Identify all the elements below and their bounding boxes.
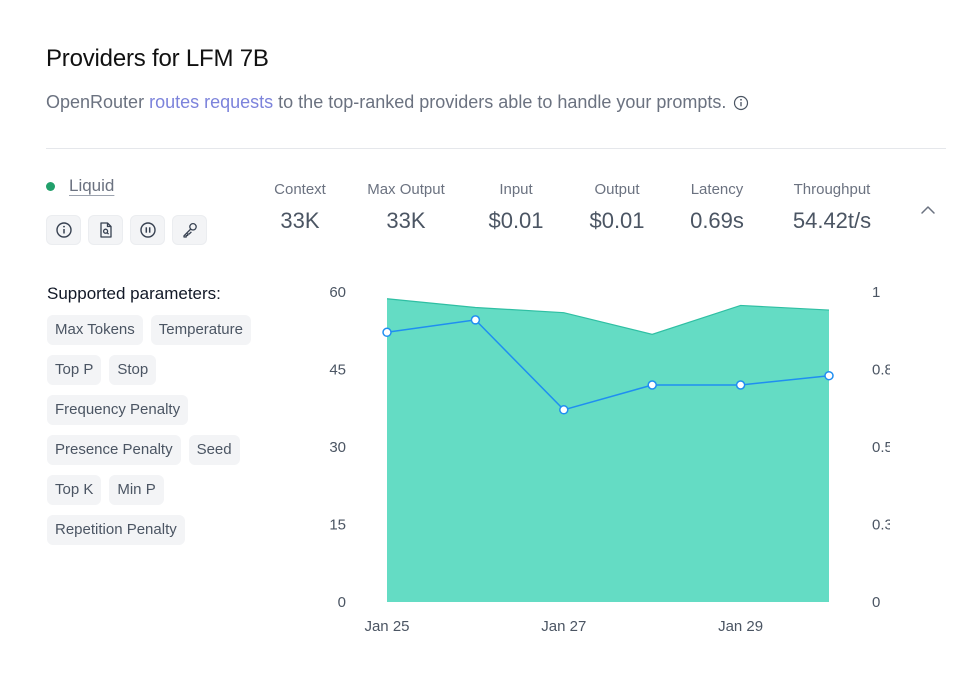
area-series-edge <box>386 298 830 335</box>
line-point <box>559 405 569 415</box>
line-point <box>382 327 392 338</box>
stat-value: $0.01 <box>488 208 544 233</box>
stat-throughput: Throughput 54.42t/s <box>778 181 886 234</box>
info-icon[interactable] <box>733 95 749 111</box>
left-axis-tick-label: 60 <box>329 284 346 301</box>
routes-requests-link[interactable]: routes requests <box>149 92 274 112</box>
key-button[interactable] <box>172 215 207 245</box>
supported-parameters-title: Supported parameters: <box>47 284 221 303</box>
line-point <box>824 370 834 381</box>
stat-value: $0.01 <box>589 208 645 233</box>
info-button[interactable] <box>46 215 81 245</box>
parameter-tag: Presence Penalty <box>47 435 181 465</box>
left-axis-tick-label: 30 <box>329 439 346 456</box>
provider-name-link[interactable]: Liquid <box>69 176 115 195</box>
document-search-icon <box>99 222 112 238</box>
parameter-tag: Top P <box>47 355 102 385</box>
stat-label: Context <box>274 181 326 198</box>
x-axis-tick-label: Jan 27 <box>541 618 586 635</box>
stat-latency: Latency 0.69s <box>682 181 752 234</box>
right-axis-tick-label: 0.8 <box>872 362 890 379</box>
line-point <box>735 380 746 390</box>
parameter-tag: Repetition Penalty <box>47 515 185 545</box>
parameter-tag: Frequency Penalty <box>47 395 189 425</box>
stat-value: 33K <box>386 208 426 233</box>
parameter-tag: Min P <box>109 475 164 505</box>
line-series <box>386 319 830 411</box>
right-axis-tick-label: 0.3 <box>872 517 890 534</box>
left-axis-tick-label: 15 <box>329 517 346 534</box>
right-axis-tick-label: 1 <box>872 284 880 301</box>
parameter-tag: Temperature <box>150 315 251 345</box>
key-icon <box>182 222 197 238</box>
stat-label: Max Output <box>367 181 445 198</box>
page-subtitle: OpenRouter routes requests to the top-ra… <box>46 92 749 113</box>
pause-button[interactable] <box>130 215 165 245</box>
pause-icon <box>139 222 156 238</box>
line-point <box>470 315 481 325</box>
stat-value: 33K <box>280 208 320 233</box>
parameter-tag: Seed <box>188 435 240 465</box>
subtitle-prefix: OpenRouter <box>46 92 145 112</box>
subtitle-suffix: to the top-ranked providers able to hand… <box>278 92 727 112</box>
provider-header: Liquid <box>46 176 114 196</box>
chevron-up-icon[interactable] <box>919 201 937 219</box>
stat-output: Output $0.01 <box>577 181 657 234</box>
document-search-button[interactable] <box>88 215 123 245</box>
provider-icon-row <box>46 215 207 245</box>
section-divider <box>46 148 946 149</box>
right-axis-tick-label: 0.5 <box>872 439 890 456</box>
parameter-tags: Max Tokens Temperature Top P Stop Freque… <box>47 315 287 555</box>
left-axis-tick-label: 0 <box>338 594 346 611</box>
stat-context: Context 33K <box>268 181 332 234</box>
performance-chart: 0 15 30 45 60 0 0.3 0.5 0.8 1 Jan 25 Jan 27 Jan 29 <box>329 284 890 635</box>
stat-label: Output <box>594 181 640 198</box>
x-axis-tick-label: Jan 25 <box>364 618 409 635</box>
parameter-tag: Top K <box>47 475 102 505</box>
left-axis-tick-label: 45 <box>329 362 346 379</box>
right-axis-tick-label: 0 <box>872 594 880 611</box>
stat-label: Input <box>499 181 533 198</box>
line-point <box>647 380 657 390</box>
stat-label: Throughput <box>793 181 871 198</box>
stat-max-output: Max Output 33K <box>361 181 451 234</box>
parameter-tag: Stop <box>109 355 157 385</box>
info-icon <box>55 222 72 238</box>
stat-input: Input $0.01 <box>476 181 556 234</box>
parameter-tag: Max Tokens <box>47 315 143 345</box>
x-axis-tick-label: Jan 29 <box>718 618 763 635</box>
stat-label: Latency <box>690 181 744 198</box>
stat-value: 0.69s <box>690 208 744 233</box>
area-series <box>387 298 829 602</box>
status-dot <box>46 181 55 191</box>
page-title: Providers for LFM 7B <box>46 45 269 72</box>
stat-value: 54.42t/s <box>792 208 872 233</box>
